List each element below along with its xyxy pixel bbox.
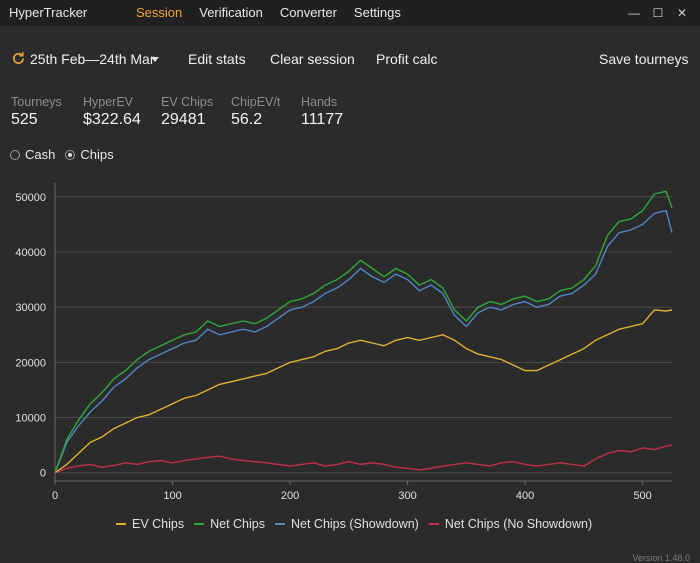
legend-item-net-chips[interactable]: Net Chips <box>194 517 265 531</box>
date-range-dropdown[interactable]: 25th Feb—24th Mar <box>30 51 155 67</box>
stat-label: ChipEV/t <box>231 95 281 109</box>
chips-chart: 0 10000 20000 30000 40000 50000 0 100 200 300 400 5… <box>15 183 673 502</box>
refresh-icon[interactable] <box>11 51 26 66</box>
stat-hands: Hands 11177 <box>301 95 343 129</box>
stat-label: Hands <box>301 95 338 109</box>
legend-label: Net Chips (Showdown) <box>291 517 419 531</box>
maximize-button[interactable]: ☐ <box>652 6 664 20</box>
stat-ev-chips: EV Chips 29481 <box>161 95 213 129</box>
radio-cash[interactable]: Cash <box>10 147 55 162</box>
radio-chips[interactable]: Chips <box>65 147 114 162</box>
save-tourneys-button[interactable]: Save tourneys <box>599 51 689 67</box>
series-net-chips-showdown <box>54 209 673 473</box>
chevron-down-icon[interactable] <box>151 57 159 62</box>
stat-value: 525 <box>11 111 38 128</box>
title-bar: HyperTracker Session Verification Conver… <box>0 0 700 26</box>
radio-label: Chips <box>80 147 114 162</box>
stat-value: $322.64 <box>83 111 141 128</box>
legend-item-ev-chips[interactable]: EV Chips <box>116 517 184 531</box>
legend-swatch <box>428 523 439 525</box>
y-tick-label: 30000 <box>15 302 46 314</box>
minimize-button[interactable]: — <box>628 6 640 20</box>
main-nav: Session Verification Converter Settings <box>136 5 418 20</box>
y-tick-label: 50000 <box>15 192 46 204</box>
chart-legend: EV Chips Net Chips Net Chips (Showdown) … <box>116 517 602 531</box>
stat-label: Tourneys <box>11 95 62 109</box>
legend-swatch <box>275 523 285 525</box>
y-tick-label: 10000 <box>15 413 46 425</box>
nav-converter[interactable]: Converter <box>279 5 337 20</box>
nav-settings[interactable]: Settings <box>353 5 401 20</box>
radio-circle <box>10 149 20 160</box>
radio-label: Cash <box>25 147 56 162</box>
x-tick-label: 500 <box>633 490 651 502</box>
legend-item-net-chips-no-showdown[interactable]: Net Chips (No Showdown) <box>428 517 593 531</box>
radio-circle <box>65 149 76 160</box>
x-tick-label: 0 <box>52 490 58 502</box>
close-button[interactable]: ✕ <box>676 6 688 20</box>
y-tick-label: 0 <box>40 468 46 480</box>
nav-session[interactable]: Session <box>136 5 183 20</box>
window-controls: — ☐ ✕ <box>622 3 694 23</box>
x-tick-label: 400 <box>516 490 534 502</box>
legend-swatch <box>116 523 126 525</box>
session-toolbar: 25th Feb—24th Mar Edit stats Clear sessi… <box>0 44 700 74</box>
series-net-chips <box>54 190 673 473</box>
stat-chipev-per-tourney: ChipEV/t 56.2 <box>231 95 280 129</box>
clear-session-button[interactable]: Clear session <box>270 51 355 67</box>
edit-stats-button[interactable]: Edit stats <box>188 51 246 67</box>
stat-label: HyperEV <box>83 95 134 109</box>
legend-item-net-chips-showdown[interactable]: Net Chips (Showdown) <box>275 517 419 531</box>
y-tick-label: 20000 <box>15 357 46 369</box>
stat-value: 11177 <box>301 111 344 128</box>
app-title: HyperTracker <box>9 5 88 20</box>
legend-label: Net Chips (No Showdown) <box>444 517 593 531</box>
y-tick-label: 40000 <box>15 247 46 259</box>
stat-value: 29481 <box>161 111 206 128</box>
stat-tourneys: Tourneys 525 <box>11 95 62 129</box>
legend-label: Net Chips <box>210 517 265 531</box>
nav-verification[interactable]: Verification <box>199 5 263 20</box>
x-tick-label: 300 <box>398 490 416 502</box>
profit-calc-button[interactable]: Profit calc <box>376 51 438 67</box>
x-tick-label: 100 <box>163 490 181 502</box>
legend-swatch <box>194 523 205 525</box>
x-tick-label: 200 <box>281 490 299 502</box>
version-label: Version 1.48.0 <box>632 553 690 563</box>
stat-hyperev: HyperEV $322.64 <box>83 95 141 129</box>
stat-value: 56.2 <box>231 111 263 128</box>
series-net-chips-no-showdown <box>54 444 673 474</box>
stat-label: EV Chips <box>161 95 214 109</box>
series-ev-chips <box>54 309 673 474</box>
legend-label: EV Chips <box>132 517 185 531</box>
mode-selector: Cash Chips <box>10 147 124 162</box>
